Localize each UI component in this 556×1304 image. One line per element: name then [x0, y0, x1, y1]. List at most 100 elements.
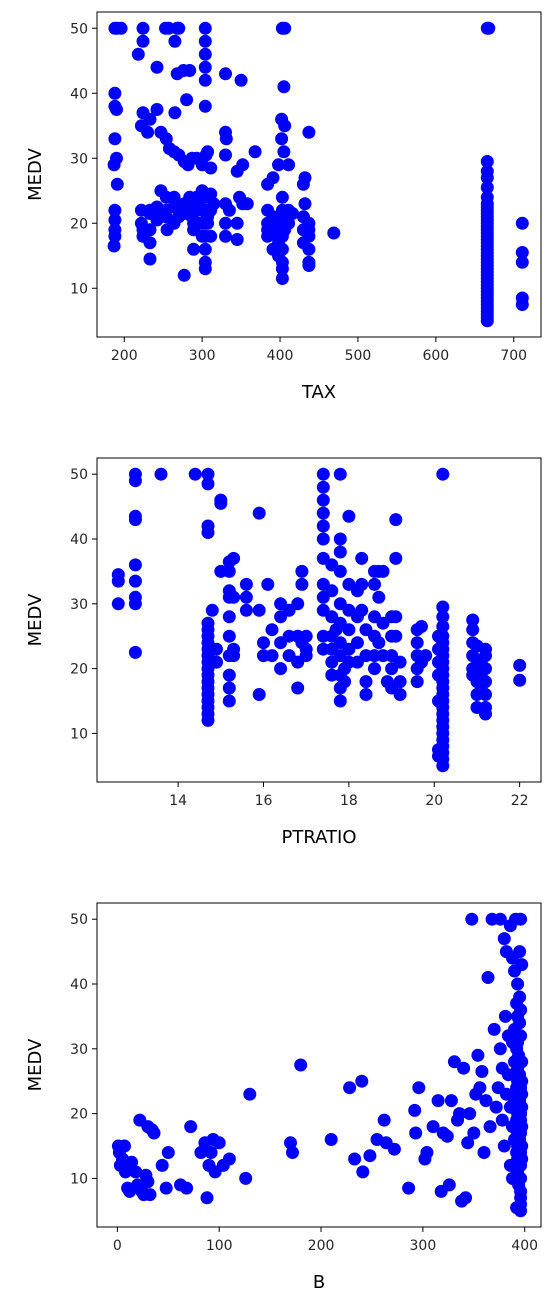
data-point: [107, 239, 121, 253]
data-point: [368, 577, 381, 591]
data-point: [227, 590, 241, 604]
data-point: [515, 958, 529, 972]
data-point: [222, 629, 236, 643]
data-point: [108, 132, 122, 146]
points-tax: [107, 21, 529, 328]
data-point: [295, 577, 309, 591]
data-point: [201, 477, 215, 491]
x-tick-label: 300: [410, 1238, 437, 1254]
data-point: [480, 314, 494, 328]
data-point: [477, 1146, 491, 1159]
data-point: [497, 1139, 511, 1153]
data-point: [393, 688, 407, 701]
data-point: [177, 268, 191, 282]
data-point: [214, 496, 228, 510]
data-point: [219, 67, 232, 81]
data-point: [325, 584, 339, 598]
data-point: [284, 1136, 297, 1150]
data-point: [368, 662, 381, 676]
data-point: [514, 1171, 528, 1185]
data-point: [480, 155, 494, 168]
data-point: [207, 197, 221, 211]
data-point: [493, 1042, 507, 1056]
data-point: [453, 1107, 466, 1121]
data-point: [419, 649, 433, 663]
data-point: [261, 577, 275, 591]
data-point: [222, 694, 236, 708]
data-point: [487, 1022, 501, 1036]
data-point: [248, 145, 262, 159]
data-point: [184, 1120, 198, 1134]
data-point: [389, 513, 403, 527]
data-point: [479, 675, 492, 689]
data-point: [239, 1171, 253, 1185]
data-point: [275, 242, 289, 256]
data-point: [128, 474, 142, 488]
data-point: [457, 1061, 471, 1075]
data-point: [372, 590, 386, 604]
data-point: [200, 1191, 214, 1205]
data-point: [359, 688, 373, 701]
x-tick-label: 400: [511, 1238, 538, 1254]
data-point: [463, 1107, 477, 1121]
x-axis-label-ptratio: PTRATIO: [281, 827, 356, 848]
data-point: [286, 1146, 299, 1159]
data-point: [355, 1074, 369, 1088]
y-tick-label: 40: [70, 977, 88, 993]
data-point: [183, 64, 197, 77]
data-point: [114, 21, 128, 35]
data-point: [515, 298, 529, 311]
data-point: [444, 1094, 458, 1108]
data-point: [355, 577, 369, 591]
data-point: [275, 262, 289, 276]
data-point: [119, 1165, 132, 1179]
data-point: [143, 1188, 157, 1202]
data-point: [515, 1087, 529, 1101]
x-axis-label-tax: TAX: [301, 382, 336, 403]
data-point: [108, 203, 122, 217]
points-ptratio: [111, 467, 527, 773]
data-point: [412, 1081, 426, 1095]
data-point: [393, 655, 407, 669]
data-point: [342, 623, 356, 637]
chart-b: 0 100 200 300 400 10 20 30 40 50 B MEDV: [25, 902, 542, 1293]
data-point: [222, 610, 236, 624]
data-point: [514, 1204, 528, 1218]
data-point: [282, 216, 296, 230]
data-point: [111, 597, 125, 611]
data-point: [172, 21, 186, 35]
data-point: [236, 158, 250, 172]
data-point: [282, 158, 296, 172]
data-point: [230, 233, 244, 246]
data-point: [409, 1126, 423, 1140]
data-point: [222, 681, 236, 695]
data-point: [168, 106, 182, 120]
data-point: [489, 1100, 503, 1114]
data-point: [222, 668, 236, 682]
data-point: [481, 971, 495, 984]
data-point: [514, 1003, 528, 1017]
data-point: [257, 636, 270, 650]
data-point: [479, 649, 492, 663]
data-point: [136, 34, 150, 48]
data-point: [513, 658, 527, 672]
data-point: [108, 86, 122, 100]
data-point: [302, 242, 316, 256]
data-point: [239, 590, 253, 604]
data-point: [442, 1178, 456, 1192]
data-point: [343, 1081, 357, 1095]
data-point: [515, 1074, 529, 1088]
data-point: [234, 73, 248, 87]
data-point: [389, 551, 403, 565]
data-point: [143, 252, 157, 266]
x-tick-label: 200: [111, 348, 138, 364]
data-point: [426, 1120, 440, 1134]
data-point: [359, 675, 373, 689]
data-point: [515, 216, 529, 230]
data-point: [227, 551, 241, 565]
data-point: [272, 158, 285, 172]
data-point: [299, 629, 313, 643]
data-point: [436, 467, 450, 481]
y-axis-label-ptratio: MEDV: [25, 593, 46, 646]
data-point: [212, 1136, 226, 1150]
